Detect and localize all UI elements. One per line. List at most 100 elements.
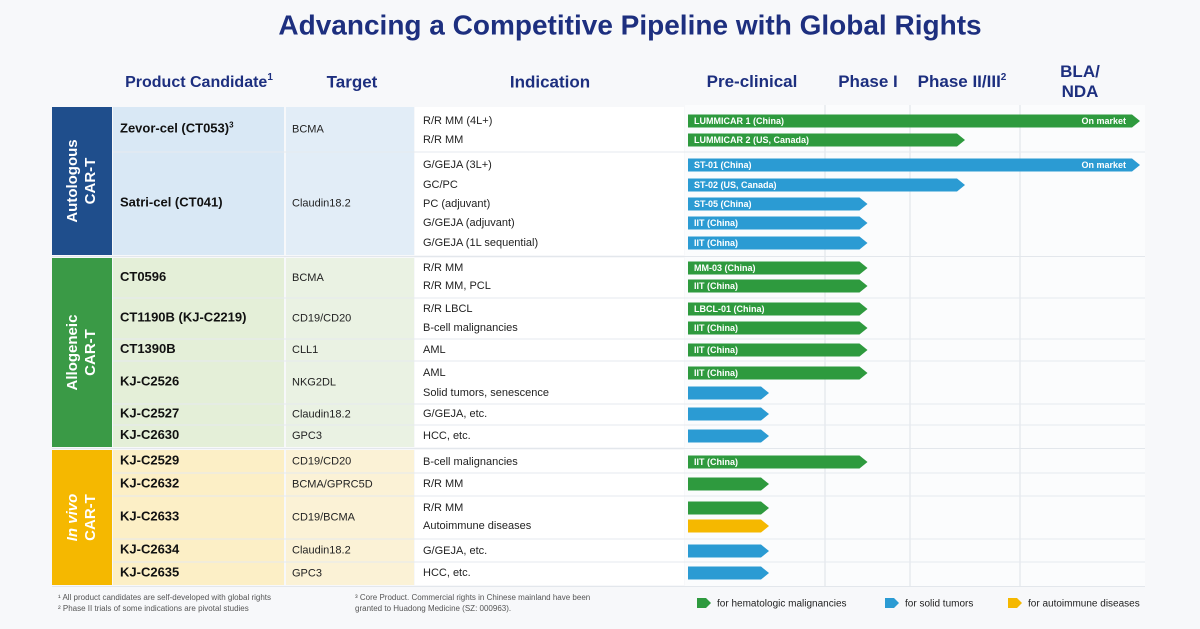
group-label-line: Autologous — [64, 139, 81, 222]
bar-label: MM-03 (China) — [694, 263, 756, 273]
candidate-name: KJ-C2633 — [120, 509, 179, 524]
candidate: KJ-C2630 — [120, 427, 179, 442]
indication: R/R MM — [423, 478, 463, 490]
bar-label: IIT (China) — [694, 457, 738, 467]
target: BCMA/GPRC5D — [292, 478, 373, 490]
indication-cell — [415, 496, 684, 539]
bar-label: ST-01 (China) — [694, 160, 752, 170]
indication-cell — [415, 152, 684, 255]
indication: HCC, etc. — [423, 430, 471, 442]
target-cell — [286, 152, 414, 255]
indication: HCC, etc. — [423, 567, 471, 579]
indication: AML — [423, 344, 446, 356]
target: Claudin18.2 — [292, 544, 351, 556]
candidate-cell — [113, 258, 284, 298]
phase-header: NDA — [1062, 82, 1099, 101]
bar-label: IIT (China) — [694, 368, 738, 378]
group-label: AutologousCAR-T — [64, 139, 99, 222]
candidate-cell — [113, 361, 284, 404]
candidate: KJ-C2633 — [120, 509, 179, 524]
target: Claudin18.2 — [292, 197, 351, 209]
indication-cell — [415, 107, 684, 152]
target: GPC3 — [292, 430, 322, 442]
target: CD19/CD20 — [292, 312, 351, 324]
indication: B-cell malignancies — [423, 322, 518, 334]
pipeline-bar — [688, 178, 965, 192]
pipeline-bar — [688, 429, 769, 443]
target-cell — [286, 107, 414, 152]
candidate-cell — [113, 539, 284, 562]
bar-label: IIT (China) — [694, 345, 738, 355]
pipeline-bar — [688, 114, 1140, 128]
legend-swatch — [1008, 598, 1022, 608]
indication: G/GEJA (1L sequential) — [423, 237, 538, 249]
pipeline-bar — [688, 386, 769, 400]
pipeline-bar — [688, 544, 769, 558]
candidate: KJ-C2529 — [120, 453, 179, 468]
pipeline-bar — [688, 158, 1140, 172]
header: Product Candidate1 — [125, 72, 273, 91]
footnote: ¹ All product candidates are self-develo… — [58, 593, 271, 602]
group-label-line: CAR-T — [82, 158, 99, 205]
superscript: 3 — [229, 120, 234, 129]
pipeline-bar — [688, 236, 868, 250]
indication: Solid tumors, senescence — [423, 387, 549, 399]
pipeline-bar — [688, 455, 868, 469]
candidate-name: CT1190B (KJ-C2219) — [120, 310, 246, 325]
pipeline-bar — [688, 216, 868, 230]
target-cell — [286, 562, 414, 585]
indication-cell — [415, 562, 684, 585]
candidate-name: KJ-C2634 — [120, 542, 180, 557]
header-text: BLA/ — [1060, 62, 1100, 81]
pipeline-bar — [688, 197, 868, 211]
indication: R/R MM — [423, 502, 463, 514]
candidate-name: KJ-C2527 — [120, 406, 179, 421]
target: BCMA — [292, 272, 324, 284]
candidate-cell — [113, 298, 284, 339]
target-cell — [286, 496, 414, 539]
bar-status: On market — [1081, 116, 1126, 126]
pipeline-bar — [688, 519, 769, 533]
indication-cell — [415, 361, 684, 404]
target: CD19/BCMA — [292, 511, 356, 523]
indication: G/GEJA, etc. — [423, 408, 487, 420]
bar-label: IIT (China) — [694, 218, 738, 228]
target-cell — [286, 404, 414, 425]
group-label-line: CAR-T — [82, 329, 99, 376]
target: CD19/CD20 — [292, 455, 351, 467]
legend-label: for autoimmune diseases — [1028, 599, 1140, 610]
header: Indication — [510, 72, 590, 91]
footnote: ² Phase II trials of some indications ar… — [58, 604, 249, 613]
indication: B-cell malignancies — [423, 456, 518, 468]
group-band — [52, 450, 112, 585]
group-label-line: CAR-T — [82, 494, 99, 541]
candidate-name: CT0596 — [120, 269, 166, 284]
indication: R/R MM — [423, 262, 463, 274]
legend-label: for hematologic malignancies — [717, 599, 847, 610]
bar-label: IIT (China) — [694, 281, 738, 291]
pipeline-bar — [688, 321, 868, 335]
target-cell — [286, 339, 414, 361]
superscript: 2 — [1001, 72, 1007, 83]
candidate-name: Zevor-cel (CT053) — [120, 121, 229, 136]
indication-cell — [415, 450, 684, 473]
candidate: CT0596 — [120, 269, 166, 284]
bar-label: IIT (China) — [694, 238, 738, 248]
indication: R/R MM (4L+) — [423, 115, 492, 127]
candidate: KJ-C2634 — [120, 542, 180, 557]
candidate-cell — [113, 339, 284, 361]
phase-header: Phase I — [838, 72, 898, 91]
candidate: KJ-C2526 — [120, 374, 179, 389]
candidate-name: CT1390B — [120, 341, 176, 356]
indication-cell — [415, 404, 684, 425]
indication-cell — [415, 425, 684, 447]
header-text: Phase I — [838, 72, 898, 91]
candidate-name: KJ-C2635 — [120, 565, 179, 580]
indication: Autoimmune diseases — [423, 520, 532, 532]
indication-cell — [415, 258, 684, 298]
indication: R/R MM, PCL — [423, 280, 491, 292]
pipeline-bar — [688, 302, 868, 316]
target-cell — [286, 539, 414, 562]
indication: PC (adjuvant) — [423, 198, 490, 210]
